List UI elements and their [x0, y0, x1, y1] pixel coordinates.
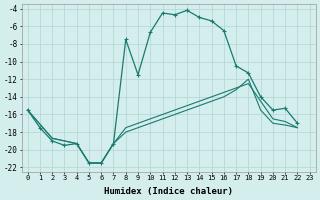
- X-axis label: Humidex (Indice chaleur): Humidex (Indice chaleur): [104, 187, 233, 196]
